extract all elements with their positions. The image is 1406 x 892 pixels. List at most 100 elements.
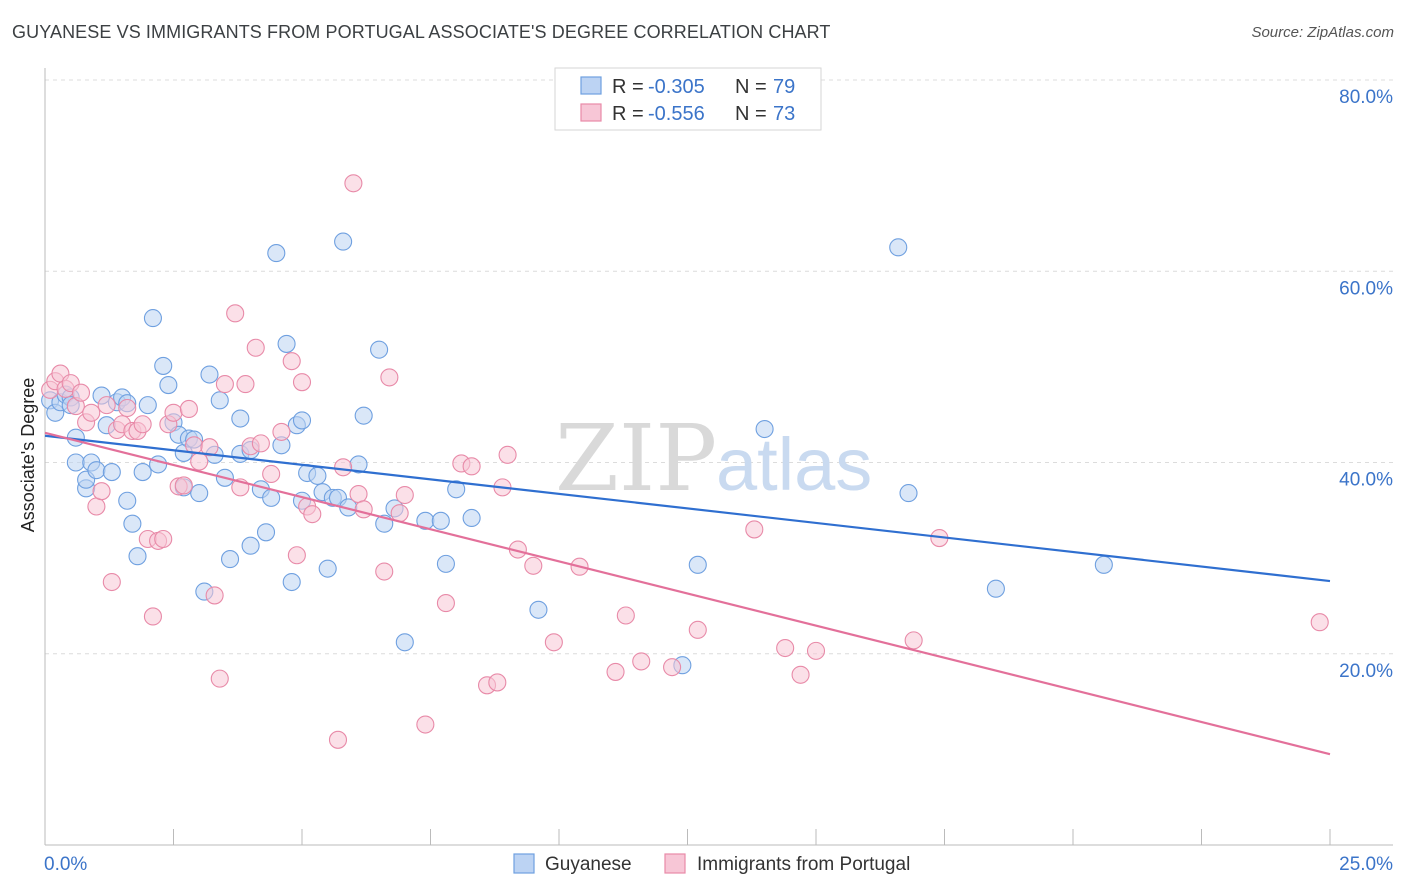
data-point (308, 466, 327, 485)
data-point (370, 340, 389, 359)
data-point (334, 458, 353, 477)
trend-line-guyanese (44, 434, 1331, 583)
y-tick-label: 20.0% (1339, 661, 1393, 682)
data-point (231, 409, 250, 428)
data-point (102, 572, 121, 592)
stat-n-value: 79 (773, 76, 795, 98)
data-point (143, 607, 162, 626)
data-point (133, 415, 152, 434)
data-point (436, 594, 455, 613)
data-point (118, 398, 137, 418)
trend-line-portugal (44, 431, 1331, 756)
data-point (154, 356, 173, 375)
data-point (416, 715, 435, 734)
stat-swatch-portugal (580, 103, 602, 122)
data-point (287, 546, 306, 565)
data-point (632, 652, 651, 671)
data-point (395, 485, 414, 505)
stat-n-label: N = (735, 103, 767, 125)
data-point (246, 338, 265, 357)
y-tick-label: 60.0% (1339, 278, 1393, 299)
data-point (200, 365, 219, 384)
data-point (544, 633, 563, 652)
stat-r-value: -0.305 (648, 76, 705, 98)
data-point (1094, 555, 1113, 574)
data-point (282, 352, 301, 371)
legend: Guyanese Immigrants from Portugal (513, 853, 910, 875)
data-point (174, 476, 193, 495)
stat-r-label: R = (612, 76, 644, 98)
data-point (436, 554, 455, 573)
data-point (462, 508, 481, 528)
data-point (87, 461, 106, 480)
data-point (133, 463, 152, 482)
data-point (380, 368, 399, 387)
data-point (303, 505, 322, 524)
data-point (462, 457, 481, 476)
data-point (986, 579, 1005, 598)
data-point (292, 373, 312, 392)
data-point (215, 375, 234, 394)
data-point (123, 514, 142, 533)
data-point (899, 484, 918, 503)
stat-r-label: R = (612, 103, 644, 125)
data-point (190, 484, 209, 503)
data-point (334, 232, 353, 251)
data-point (806, 641, 826, 660)
data-point (97, 396, 116, 415)
stat-swatch-guyanese (580, 76, 602, 95)
data-point (200, 438, 219, 457)
data-point (251, 434, 270, 453)
legend-swatch-guyanese (513, 853, 535, 874)
data-point (118, 491, 137, 510)
data-point (688, 555, 707, 574)
data-point (92, 482, 111, 501)
y-tick-labels: 20.0% 40.0% 60.0% 80.0% (1339, 87, 1393, 682)
data-point (236, 375, 255, 394)
data-point (776, 638, 795, 658)
data-point (904, 631, 923, 650)
chart-title: GUYANESE VS IMMIGRANTS FROM PORTUGAL ASS… (12, 22, 831, 42)
data-point (149, 455, 168, 474)
data-point (663, 658, 682, 677)
data-point (344, 174, 363, 193)
data-point (143, 309, 162, 328)
data-point (220, 550, 240, 569)
series-portugal-points (41, 174, 1329, 749)
data-point (82, 403, 101, 422)
data-point (226, 304, 245, 323)
data-point (205, 586, 224, 605)
x-tick-label: 25.0% (1339, 854, 1393, 875)
x-tick-label: 0.0% (44, 854, 87, 875)
data-point (791, 665, 810, 684)
data-point (375, 562, 394, 581)
watermark-zip: ZIP (555, 405, 717, 512)
trend-lines (44, 431, 1331, 756)
data-point (745, 520, 764, 539)
data-point (138, 396, 157, 415)
data-point (128, 547, 147, 566)
x-tick-labels: 0.0% 25.0% (44, 854, 1393, 875)
data-point (349, 485, 368, 504)
y-axis-title: Associate's Degree (18, 378, 38, 533)
data-point (71, 383, 91, 402)
data-point (889, 238, 908, 257)
data-point (395, 633, 414, 652)
data-point (179, 399, 198, 419)
stat-n-label: N = (735, 76, 767, 98)
data-point (164, 403, 183, 422)
source-label: Source: ZipAtlas.com (1251, 24, 1394, 41)
legend-swatch-portugal (664, 853, 686, 874)
data-point (102, 463, 121, 482)
stat-r-value: -0.556 (648, 103, 705, 125)
data-point (447, 480, 466, 499)
data-point (606, 662, 625, 681)
data-point (210, 391, 229, 410)
data-point (241, 536, 260, 555)
y-tick-label: 80.0% (1339, 87, 1393, 108)
stats-box: R = -0.305 N = 79 R = -0.556 N = 73 (554, 67, 822, 131)
data-point (318, 559, 337, 578)
data-point (755, 419, 774, 439)
data-point (210, 669, 229, 688)
